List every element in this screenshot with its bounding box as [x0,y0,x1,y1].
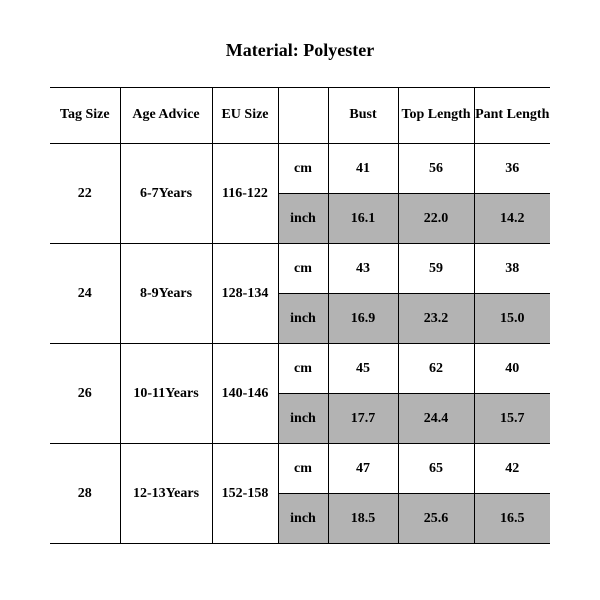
cell-tag: 24 [50,244,120,344]
cell-age: 10-11Years [120,344,212,444]
table-row: 24 8-9Years 128-134 cm 43 59 38 [50,244,550,294]
cell-top-inch: 24.4 [398,394,474,444]
cell-unit-inch: inch [278,194,328,244]
cell-pant-inch: 15.0 [474,294,550,344]
cell-pant-inch: 16.5 [474,494,550,544]
cell-age: 6-7Years [120,144,212,244]
cell-eu: 116-122 [212,144,278,244]
cell-tag: 28 [50,444,120,544]
cell-tag: 22 [50,144,120,244]
cell-top-cm: 65 [398,444,474,494]
cell-pant-cm: 38 [474,244,550,294]
cell-pant-cm: 40 [474,344,550,394]
table-row: 28 12-13Years 152-158 cm 47 65 42 [50,444,550,494]
size-table: Tag Size Age Advice EU Size Bust Top Len… [50,87,550,544]
size-table-body: 22 6-7Years 116-122 cm 41 56 36 inch 16.… [50,144,550,544]
col-tag-size: Tag Size [50,88,120,144]
cell-bust-inch: 17.7 [328,394,398,444]
cell-top-cm: 62 [398,344,474,394]
cell-bust-cm: 45 [328,344,398,394]
header-row: Tag Size Age Advice EU Size Bust Top Len… [50,88,550,144]
cell-pant-inch: 15.7 [474,394,550,444]
cell-eu: 152-158 [212,444,278,544]
cell-top-inch: 25.6 [398,494,474,544]
cell-pant-cm: 36 [474,144,550,194]
cell-bust-cm: 43 [328,244,398,294]
cell-bust-inch: 16.1 [328,194,398,244]
cell-top-cm: 59 [398,244,474,294]
cell-eu: 128-134 [212,244,278,344]
cell-bust-inch: 16.9 [328,294,398,344]
table-row: 22 6-7Years 116-122 cm 41 56 36 [50,144,550,194]
cell-bust-cm: 47 [328,444,398,494]
cell-unit-cm: cm [278,344,328,394]
col-age-advice: Age Advice [120,88,212,144]
cell-unit-inch: inch [278,494,328,544]
cell-unit-inch: inch [278,294,328,344]
col-pant-length: Pant Length [474,88,550,144]
cell-top-inch: 22.0 [398,194,474,244]
cell-pant-cm: 42 [474,444,550,494]
page: Material: Polyester Tag Size Age Advice … [0,0,600,600]
cell-top-inch: 23.2 [398,294,474,344]
cell-top-cm: 56 [398,144,474,194]
cell-eu: 140-146 [212,344,278,444]
cell-age: 12-13Years [120,444,212,544]
cell-unit-cm: cm [278,244,328,294]
col-eu-size: EU Size [212,88,278,144]
cell-bust-cm: 41 [328,144,398,194]
cell-bust-inch: 18.5 [328,494,398,544]
cell-tag: 26 [50,344,120,444]
col-unit [278,88,328,144]
col-top-length: Top Length [398,88,474,144]
cell-age: 8-9Years [120,244,212,344]
cell-unit-cm: cm [278,444,328,494]
cell-unit-inch: inch [278,394,328,444]
col-bust: Bust [328,88,398,144]
cell-unit-cm: cm [278,144,328,194]
table-row: 26 10-11Years 140-146 cm 45 62 40 [50,344,550,394]
cell-pant-inch: 14.2 [474,194,550,244]
page-title: Material: Polyester [40,40,560,61]
